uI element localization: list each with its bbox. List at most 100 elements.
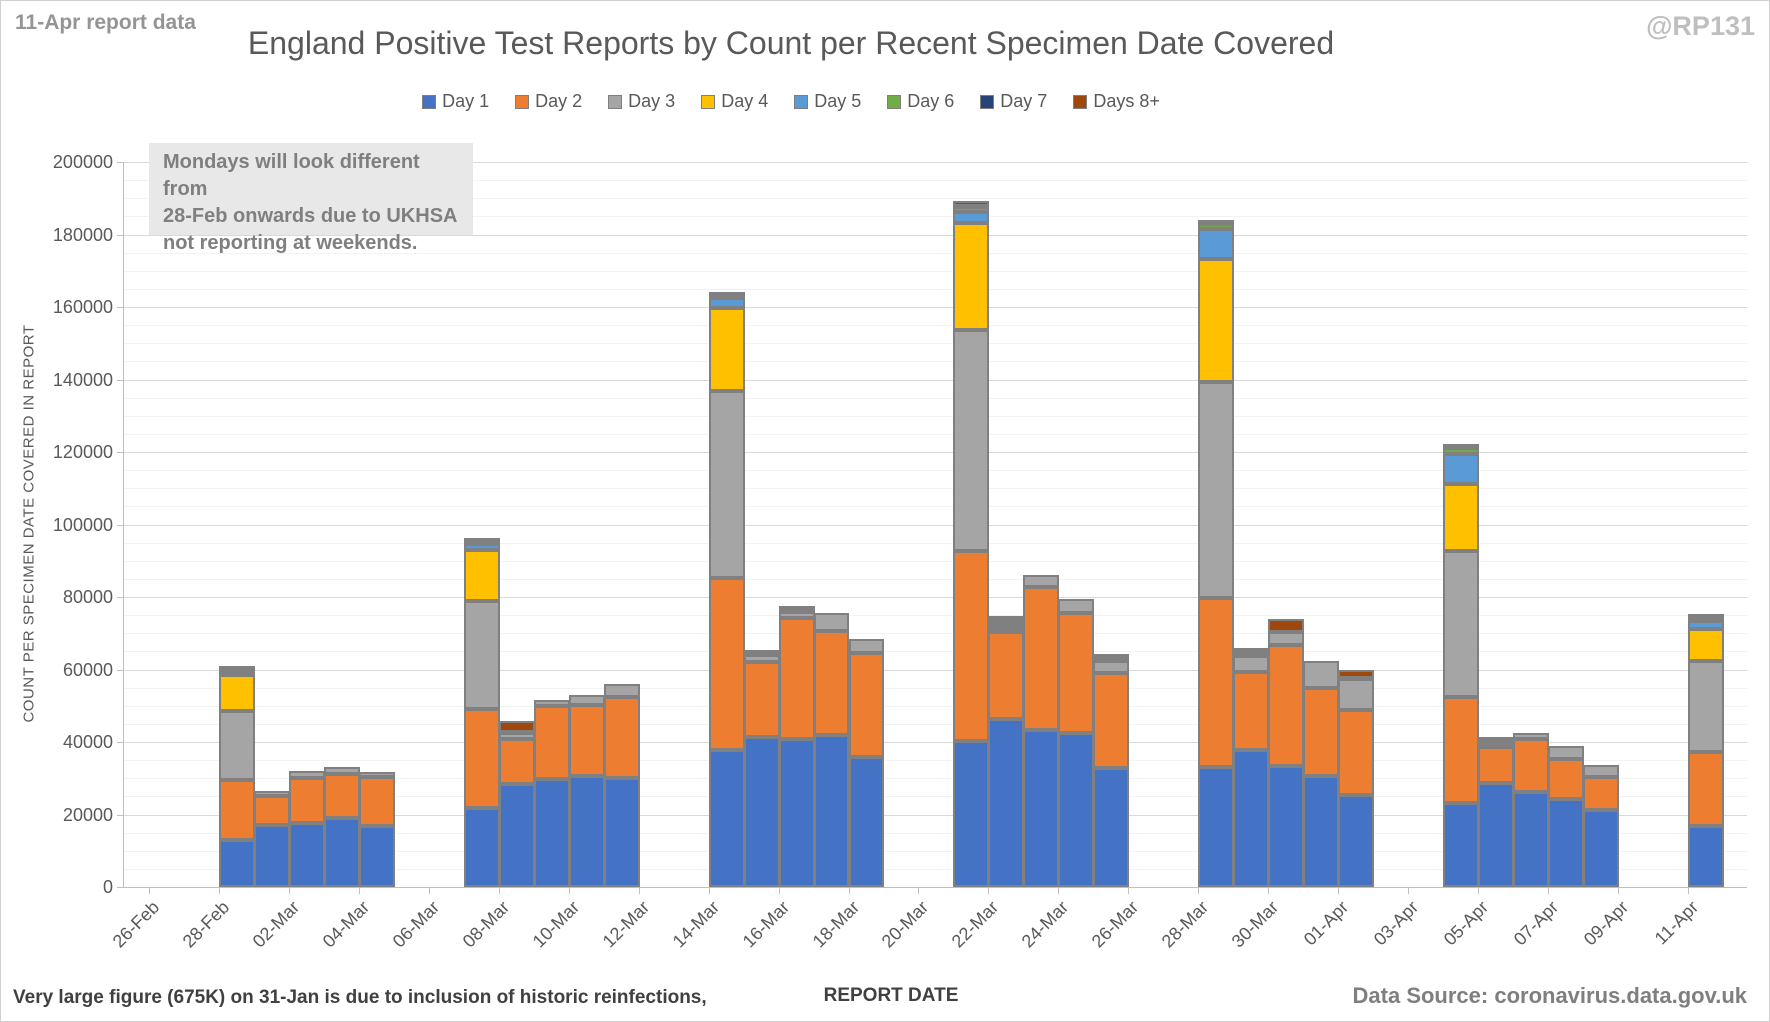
bar-07-Mar (463, 162, 500, 887)
x-axis-tick (988, 888, 990, 894)
bar-segment-day2 (1582, 776, 1619, 811)
bar-segment-day2 (1268, 645, 1305, 766)
bar-05-Apr (1477, 162, 1514, 887)
bar-segment-day3 (358, 771, 395, 778)
minor-gridline (123, 560, 1747, 562)
bar-segment-days8 (498, 720, 535, 732)
bar-segment-day4 (708, 307, 745, 391)
x-tick-label: 07-Apr (1509, 897, 1563, 950)
bar-segment-day1 (358, 826, 395, 887)
x-tick-label: 24-Mar (1017, 897, 1073, 952)
y-axis-tick (117, 597, 123, 598)
bar-segment-day1 (603, 778, 640, 887)
x-tick-label: 16-Mar (738, 897, 793, 952)
bar-segment-day3 (1058, 598, 1095, 614)
bar-segment-day2 (848, 653, 885, 757)
bar-31-Mar (1303, 162, 1340, 887)
legend-item-day2: Day 2 (515, 91, 582, 112)
major-gridline (123, 814, 1747, 816)
bar-segment-day2 (743, 662, 780, 737)
y-tick-label: 100000 (52, 514, 113, 535)
y-tick-label: 140000 (52, 369, 113, 390)
bar-segment-days8 (219, 665, 255, 670)
bar-segment-day3 (1023, 575, 1060, 587)
y-tick-label: 80000 (62, 587, 113, 607)
bar-segment-day2 (1477, 746, 1514, 783)
legend-label: Day 6 (907, 91, 955, 111)
bar-segment-days8 (1442, 443, 1479, 448)
legend-color-swatch (422, 94, 437, 109)
y-axis-tick (117, 814, 123, 816)
bar-segment-day1 (988, 719, 1025, 887)
x-tick-label: 04-Mar (318, 897, 374, 952)
bar-segment-day4 (463, 549, 500, 601)
minor-gridline (123, 796, 1747, 798)
bar-30-Mar (1268, 162, 1305, 887)
bar-06-Apr (1512, 162, 1549, 887)
x-axis-tick (708, 888, 710, 894)
bar-03-Mar (323, 162, 360, 887)
bar-08-Apr (1582, 162, 1619, 887)
bar-segment-day3 (848, 639, 885, 654)
bar-segment-day5 (1687, 620, 1724, 629)
bar-segment-day1 (288, 822, 325, 887)
minor-gridline (123, 361, 1747, 363)
minor-gridline (123, 325, 1747, 327)
x-axis-tick (149, 888, 151, 894)
bar-segment-day2 (1687, 751, 1724, 827)
bar-segment-day4 (988, 624, 1025, 628)
minor-gridline (123, 687, 1747, 689)
bar-segment-day2 (219, 780, 255, 840)
bar-segment-day3 (778, 611, 815, 619)
y-axis-tick (117, 742, 123, 743)
bar-segment-day2 (1338, 710, 1375, 796)
x-axis-tick (1408, 888, 1410, 894)
minor-gridline (123, 651, 1747, 653)
bar-segment-day2 (1058, 613, 1095, 734)
bar-segment-day2 (603, 697, 640, 779)
bar-segment-day1 (568, 776, 605, 887)
x-axis-tick (1617, 888, 1619, 894)
bar-16-Mar (778, 162, 815, 887)
author-watermark: @RP131 (1646, 11, 1755, 41)
y-tick-label: 40000 (62, 732, 113, 752)
legend-label: Day 3 (628, 91, 676, 111)
bar-segment-day1 (1582, 810, 1619, 887)
legend-item-day5: Day 5 (794, 91, 861, 112)
minor-gridline (123, 723, 1747, 725)
bar-segment-day4 (1198, 258, 1235, 383)
bar-segment-days8 (1268, 618, 1305, 632)
bar-segment-day1 (1477, 782, 1514, 887)
x-tick-label: 28-Mar (1157, 897, 1213, 952)
y-axis-tick (117, 669, 123, 671)
bar-segment-day1 (813, 734, 850, 887)
bar-segment-day2 (778, 618, 815, 740)
bar-08-Mar (498, 162, 535, 887)
minor-gridline (123, 216, 1747, 218)
x-tick-label: 03-Apr (1369, 897, 1423, 950)
bar-segment-day1 (1268, 765, 1305, 887)
bar-segment-day1 (254, 825, 290, 887)
legend-item-day4: Day 4 (701, 91, 768, 112)
x-tick-label: 22-Mar (948, 897, 1003, 952)
bar-segment-day4 (219, 674, 255, 712)
bar-segment-day3 (1233, 656, 1270, 672)
bar-segment-day1 (1023, 729, 1060, 887)
bar-23-Mar (1023, 162, 1060, 887)
legend-item-day7: Day 7 (980, 91, 1047, 112)
bar-segment-day3 (953, 329, 990, 551)
minor-gridline (123, 433, 1747, 435)
minor-gridline (123, 506, 1747, 508)
bar-segment-days8 (1338, 669, 1375, 678)
y-tick-label: 120000 (52, 442, 113, 462)
bar-28-Feb (219, 162, 255, 887)
bar-segment-day3 (603, 684, 640, 698)
bar-segment-day1 (708, 749, 745, 887)
x-tick-label: 06-Mar (388, 897, 444, 952)
bar-segment-day2 (988, 632, 1025, 720)
bar-segment-day2 (1303, 687, 1340, 777)
bar-segment-day5 (743, 649, 780, 654)
bar-22-Mar (988, 162, 1025, 887)
bar-segment-day2 (1233, 671, 1270, 750)
x-axis-tick (778, 888, 780, 894)
